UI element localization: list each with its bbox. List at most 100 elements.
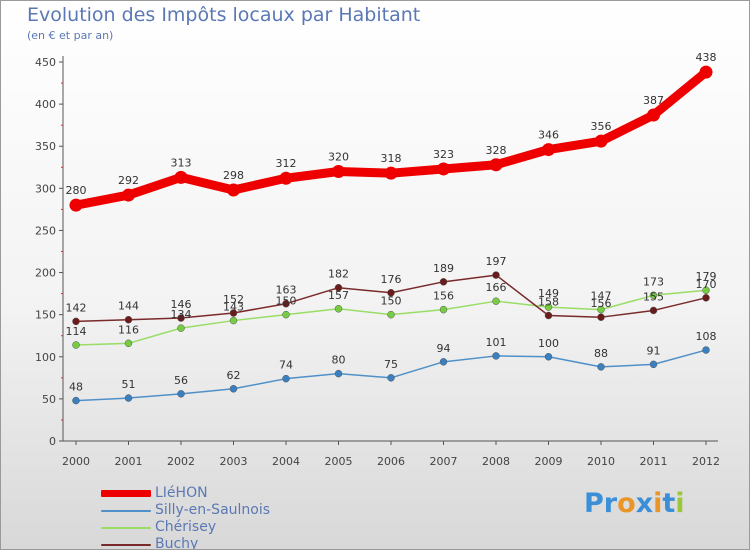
data-label: 173 — [643, 275, 664, 288]
data-point-1 — [439, 358, 448, 366]
data-label: 116 — [118, 323, 139, 336]
brand-letter: t — [662, 488, 676, 519]
x-tick-label: 2000 — [62, 455, 90, 468]
data-label: 438 — [696, 51, 717, 64]
data-point-3 — [282, 299, 290, 308]
data-label: 158 — [538, 296, 559, 309]
legend-swatch — [101, 510, 151, 512]
data-point-1 — [387, 374, 395, 382]
data-label: 312 — [276, 157, 297, 170]
data-point-2 — [387, 310, 395, 319]
brand-letter: r — [603, 488, 618, 519]
data-label: 323 — [433, 148, 454, 161]
data-label: 328 — [486, 144, 507, 157]
brand-letter: i — [653, 488, 663, 519]
data-label: 356 — [591, 120, 612, 133]
data-point-2 — [492, 297, 500, 305]
data-point-0 — [122, 188, 135, 202]
data-point-0 — [489, 158, 503, 172]
x-tick-label: 2012 — [692, 455, 720, 468]
x-tick-label: 2004 — [272, 455, 300, 468]
x-tick-label: 2001 — [115, 455, 143, 468]
data-label: 152 — [223, 293, 244, 306]
data-point-0 — [227, 183, 240, 197]
data-point-2 — [124, 339, 133, 348]
data-label: 346 — [538, 129, 559, 142]
data-point-2 — [177, 324, 185, 332]
data-point-2 — [439, 305, 448, 314]
x-tick-label: 2009 — [535, 455, 563, 468]
y-tick-label: 150 — [35, 309, 56, 322]
data-label: 157 — [328, 289, 349, 302]
legend-swatch — [101, 544, 151, 546]
data-point-0 — [69, 198, 83, 212]
data-label: 149 — [538, 287, 559, 300]
data-label: 166 — [486, 281, 507, 294]
data-point-0 — [437, 162, 450, 176]
x-tick-label: 2010 — [587, 455, 615, 468]
data-label: 94 — [437, 342, 451, 355]
data-point-0 — [647, 108, 660, 122]
data-label: 298 — [223, 169, 244, 182]
data-point-0 — [332, 164, 345, 178]
data-point-2 — [649, 291, 658, 300]
legend-label: Chérisey — [155, 519, 217, 535]
series-line-0 — [71, 67, 711, 210]
data-point-1 — [124, 394, 133, 402]
data-point-0 — [384, 166, 398, 180]
data-point-3 — [124, 315, 133, 324]
data-label: 150 — [276, 295, 297, 308]
brand-letter: o — [617, 488, 636, 519]
x-tick-label: 2003 — [220, 455, 248, 468]
y-tick-label: 300 — [35, 182, 56, 195]
data-point-3 — [492, 271, 500, 279]
y-tick-label: 350 — [35, 140, 56, 153]
data-point-0 — [174, 170, 188, 184]
data-point-0 — [542, 143, 555, 157]
data-point-3 — [387, 289, 395, 297]
x-tick-label: 2002 — [167, 455, 195, 468]
y-tick-label: 450 — [35, 56, 56, 69]
data-label: 100 — [538, 337, 559, 350]
data-point-2 — [597, 305, 605, 314]
data-label: 56 — [174, 374, 188, 387]
chart-subtitle: (en € et par an) — [27, 29, 114, 42]
data-point-1 — [334, 369, 343, 378]
legend-swatch — [101, 490, 151, 497]
data-label: 101 — [486, 336, 507, 349]
data-label: 51 — [122, 378, 136, 391]
data-point-1 — [282, 374, 290, 383]
data-label: 155 — [643, 290, 664, 303]
data-label: 189 — [433, 262, 454, 275]
data-label: 176 — [381, 273, 402, 286]
brand-letter: i — [675, 488, 685, 519]
data-point-3 — [72, 317, 80, 326]
legend-label: LIéHON — [155, 485, 208, 501]
data-label: 88 — [594, 347, 608, 360]
data-point-0 — [594, 134, 608, 148]
legend-label: Buchy — [155, 536, 199, 550]
data-point-3 — [229, 309, 238, 317]
data-label: 74 — [279, 359, 293, 372]
y-tick-label: 250 — [35, 224, 56, 237]
data-point-3 — [544, 311, 553, 320]
data-point-2 — [702, 286, 710, 294]
data-label: 146 — [171, 298, 192, 311]
x-tick-label: 2011 — [640, 455, 668, 468]
data-label: 320 — [328, 150, 349, 163]
data-point-3 — [649, 306, 658, 315]
data-label: 143 — [223, 301, 244, 314]
data-label: 150 — [381, 295, 402, 308]
data-point-2 — [544, 303, 553, 311]
data-point-1 — [229, 385, 238, 393]
data-point-0 — [279, 171, 293, 185]
data-label: 179 — [696, 270, 717, 283]
x-tick-label: 2006 — [377, 455, 405, 468]
data-point-3 — [177, 314, 185, 322]
data-point-3 — [439, 278, 448, 286]
data-point-3 — [702, 294, 710, 302]
brand-letter: x — [635, 488, 654, 519]
data-point-1 — [544, 353, 553, 361]
data-point-2 — [282, 310, 290, 319]
